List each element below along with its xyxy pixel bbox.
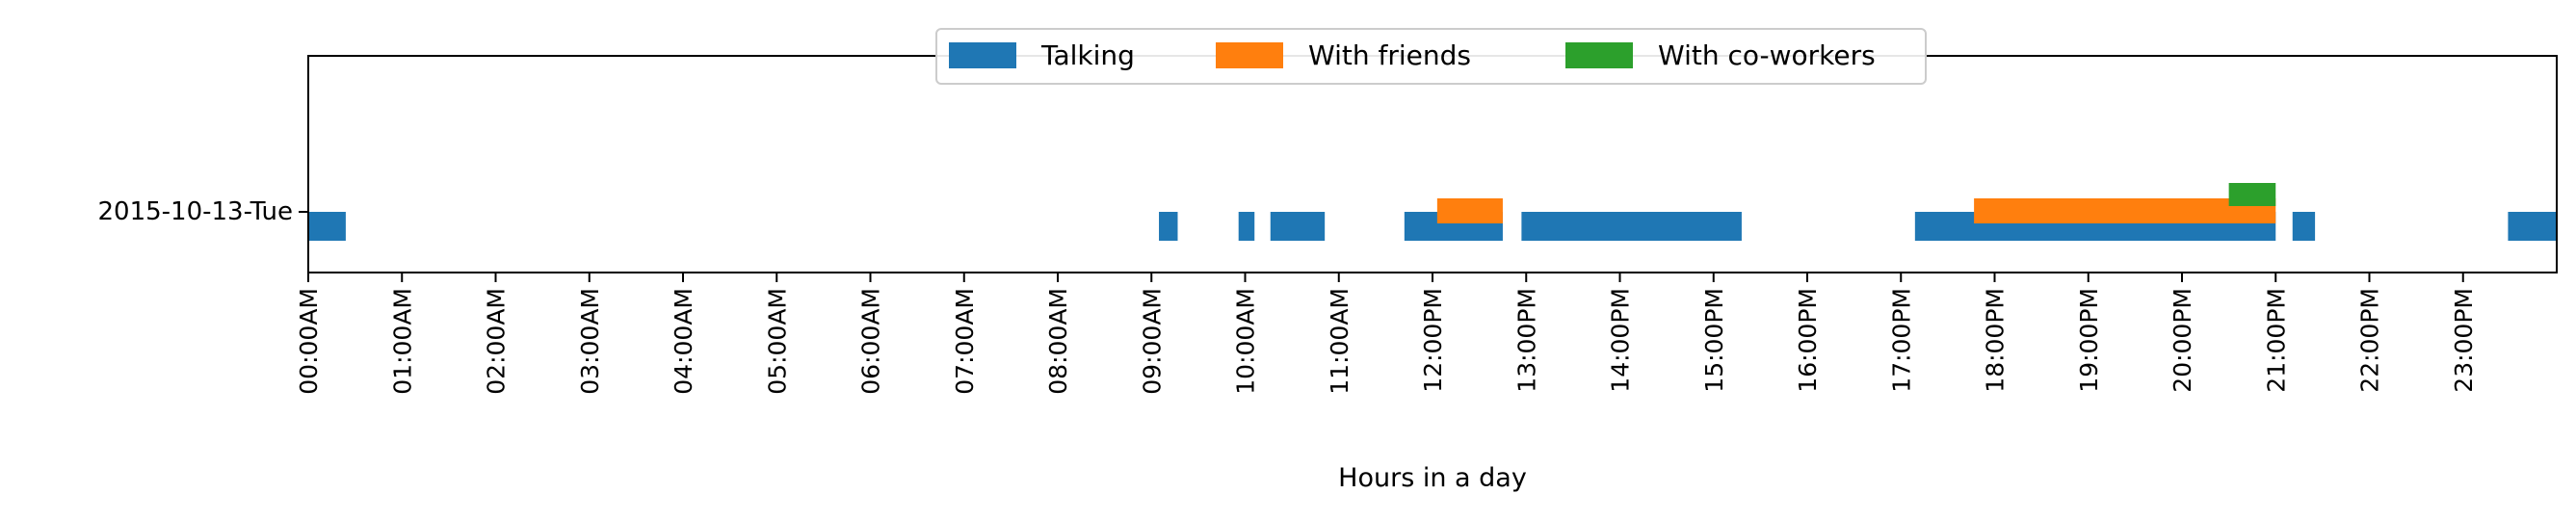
legend-label-talking: Talking [1040, 39, 1135, 71]
x-tick-label: 09:00AM [1138, 288, 1166, 395]
x-tick-label: 13:00PM [1512, 288, 1540, 393]
x-tick-label: 14:00PM [1607, 288, 1635, 393]
legend-swatch-with-friends [1216, 42, 1283, 68]
x-tick-label: 00:00AM [295, 288, 323, 395]
legend: Talking With friends With co-workers [935, 28, 1927, 85]
x-tick-label: 18:00PM [1982, 288, 2010, 393]
legend-swatch-with-co-workers [1565, 42, 1633, 68]
x-tick-label: 02:00AM [483, 288, 511, 395]
bar-talking [1238, 212, 1255, 241]
x-tick-label: 15:00PM [1700, 288, 1728, 393]
x-tick-label: 12:00PM [1419, 288, 1447, 393]
x-tick-label: 06:00AM [857, 288, 885, 395]
x-axis: 00:00AM 01:00AM 02:00AM 03:00AM 04:00AM 05:00… [295, 273, 2478, 395]
legend-label-with-friends: With friends [1308, 39, 1471, 71]
bar-talking [1270, 212, 1326, 241]
x-tick-label: 21:00PM [2262, 288, 2290, 393]
x-tick-label: 08:00AM [1044, 288, 1072, 395]
x-tick-label: 10:00AM [1232, 288, 1260, 395]
x-tick-label: 11:00AM [1326, 288, 1354, 395]
bar-with-co-workers [2228, 183, 2276, 206]
bars-layer [308, 183, 2557, 241]
legend-frame [935, 28, 1927, 85]
bar-talking [1521, 212, 1742, 241]
x-tick-label: 20:00PM [2169, 288, 2196, 393]
x-tick-label: 03:00AM [576, 288, 604, 395]
bar-talking [2292, 212, 2316, 241]
bar-with-friends [1436, 198, 1503, 223]
x-tick-label: 22:00PM [2356, 288, 2384, 393]
y-tick-label: 2015-10-13-Tue [97, 197, 293, 226]
x-tick-label: 16:00PM [1794, 288, 1822, 393]
x-tick-label: 01:00AM [388, 288, 416, 395]
x-axis-label: Hours in a day [1338, 463, 1527, 493]
bar-talking [2508, 212, 2557, 241]
bar-with-friends [1974, 198, 2276, 223]
x-tick-label: 05:00AM [763, 288, 791, 395]
x-tick-label: 07:00AM [951, 288, 979, 395]
legend-label-with-co-workers: With co-workers [1658, 39, 1876, 71]
x-tick-label: 23:00PM [2450, 288, 2478, 393]
x-tick-label: 04:00AM [670, 288, 697, 395]
x-tick-label: 17:00PM [1887, 288, 1915, 393]
bar-talking [1159, 212, 1178, 241]
x-tick-label: 19:00PM [2075, 288, 2103, 393]
bar-talking [308, 212, 346, 241]
legend-swatch-talking [949, 42, 1016, 68]
